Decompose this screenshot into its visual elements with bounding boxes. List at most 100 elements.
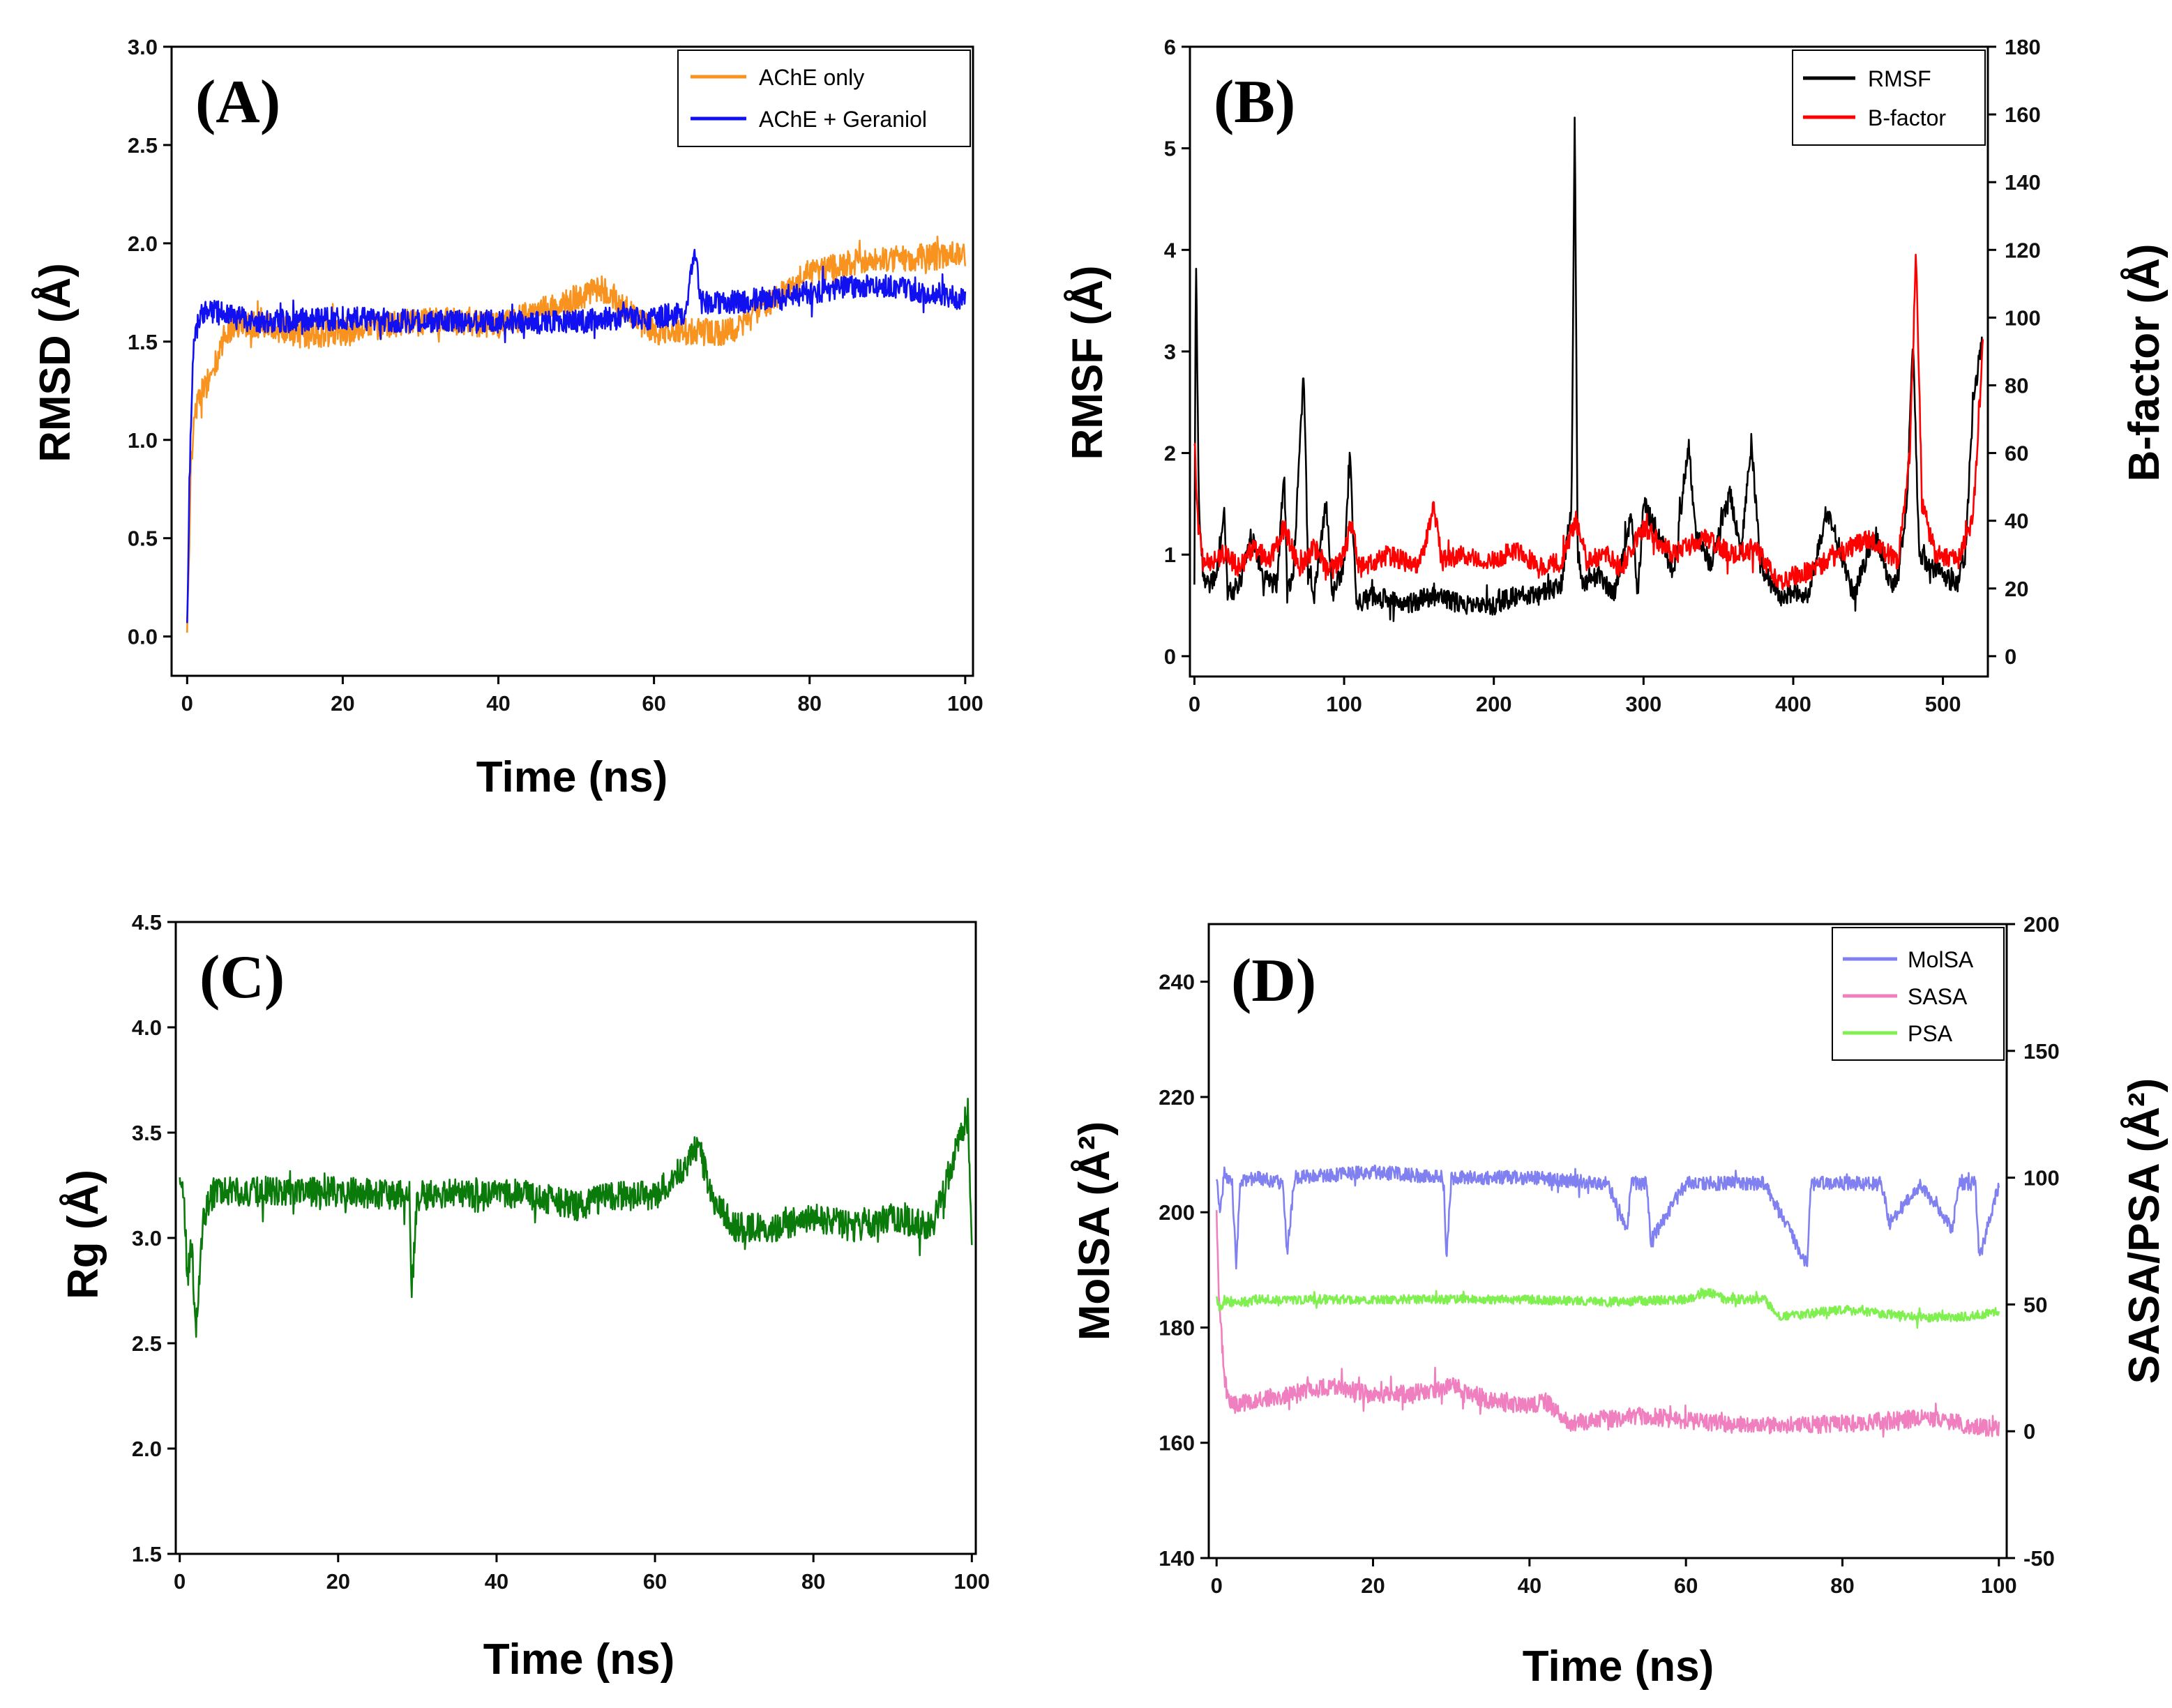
- panel-b-legend-box: [1792, 50, 1986, 146]
- panel-d-x-tick-label: 100: [1981, 1573, 2017, 1598]
- panel-c-y-tick-label: 4.0: [132, 1015, 162, 1040]
- panel-b-x-tick-label: 0: [1189, 692, 1200, 716]
- panel-a-y-tick-label: 0.5: [128, 527, 158, 551]
- panel-a-y-tick-label: 0.0: [128, 625, 158, 649]
- panel-d-y-tick-label: 180: [1159, 1315, 1195, 1340]
- panel-b-y2-tick-label: 0: [2005, 644, 2016, 669]
- panel-b-y-tick-label: 5: [1164, 137, 1176, 161]
- panel-b-y2-axis-label: B-factor (Å): [2120, 244, 2169, 482]
- panel-a-y-tick-label: 3.0: [128, 35, 158, 59]
- panel-d-y2-tick-label: 100: [2023, 1166, 2060, 1191]
- panel-b-y-tick-label: 4: [1164, 238, 1177, 262]
- panel-d-legend: MolSA SASA PSA: [1832, 927, 2005, 1061]
- panel-a-x-tick-label: 40: [486, 691, 510, 716]
- panel-d-series-sasa: [1215, 1210, 2000, 1438]
- panel-a-y-tick-label: 1.0: [128, 428, 158, 453]
- legend-label-ache-only: AChE only: [759, 65, 864, 90]
- panel-c-y-tick-label: 3.0: [132, 1226, 162, 1250]
- panel-b-y-tick-label: 1: [1164, 543, 1176, 567]
- panel-a-legend: AChE only AChE + Geraniol: [677, 50, 971, 147]
- legend-label-ache-geraniol: AChE + Geraniol: [759, 107, 927, 132]
- panel-b-y2-tick-label: 180: [2005, 35, 2041, 59]
- panel-d-y2-tick-label: 150: [2023, 1039, 2060, 1064]
- panel-d-y-axis-label: MolSA (Å²): [1071, 1121, 1119, 1341]
- panel-b-y-tick-label: 3: [1164, 340, 1176, 364]
- panel-c-y-tick-label: 1.5: [132, 1542, 162, 1566]
- panel-a-frame: [170, 45, 974, 677]
- panel-d-y2-tick-label: 50: [2023, 1292, 2047, 1317]
- legend-label-rmsf: RMSF: [1868, 66, 1931, 91]
- panel-d-x-tick-label: 40: [1518, 1573, 1541, 1598]
- panel-a-x-tick-label: 100: [947, 691, 983, 716]
- panel-d-y-tick-label: 240: [1159, 970, 1195, 995]
- panel-a-label: (A): [195, 68, 280, 136]
- panel-b-y2-tick-label: 100: [2005, 305, 2041, 330]
- panel-c-y-tick-label: 2.0: [132, 1437, 162, 1461]
- legend-label-bfactor: B-factor: [1868, 105, 1946, 130]
- panel-a-x-axis-label: Time (ns): [476, 753, 668, 801]
- panel-a-legend-box: [677, 50, 971, 147]
- panel-d-y-tick-label: 220: [1159, 1085, 1195, 1110]
- panel-b-y2-tick-label: 40: [2005, 509, 2028, 534]
- legend-label-sasa: SASA: [1908, 984, 1968, 1009]
- panel-d-series-molsa: [1215, 1164, 2000, 1270]
- panel-c-x-axis-label: Time (ns): [483, 1635, 674, 1684]
- panel-b-frame: [1189, 45, 1989, 678]
- panel-b-y2-tick-label: 120: [2005, 238, 2041, 262]
- panel-b-y2-tick-label: 160: [2005, 103, 2041, 127]
- panel-b-x-tick-label: 400: [1775, 692, 1811, 716]
- panel-d-x-tick-label: 80: [1830, 1573, 1854, 1598]
- panel-a-y-tick-label: 2.0: [128, 232, 158, 256]
- panel-b-x-tick-label: 100: [1326, 692, 1362, 716]
- panel-b-x-tick-label: 200: [1476, 692, 1512, 716]
- panel-c-series-rg: [179, 1098, 973, 1338]
- panel-d-x-tick-label: 0: [1211, 1573, 1223, 1598]
- panel-b-x-tick-label: 500: [1925, 692, 1961, 716]
- panel-c-label: (C): [199, 944, 285, 1011]
- panel-d-x-axis-label: Time (ns): [1523, 1642, 1714, 1691]
- panel-a-y-axis-label: RMSD (Å): [31, 263, 80, 462]
- panel-c-x-tick-label: 40: [485, 1569, 508, 1594]
- panel-a-series-ache-geraniol: [186, 248, 967, 624]
- panel-d: 0 20 40 60 80 100 140 160 180 200 220 240 -50 0 50 100 1…: [1071, 912, 2169, 1691]
- panel-d-x-tick-label: 60: [1674, 1573, 1698, 1598]
- panel-b-y2-tick-label: 80: [2005, 373, 2028, 398]
- panel-c-y-tick-label: 4.5: [132, 910, 162, 935]
- panel-b-y2-tick-label: 20: [2005, 577, 2028, 601]
- panel-b-y2-tick-label: 60: [2005, 441, 2028, 466]
- panel-b-series-rmsf: [1193, 116, 1983, 622]
- panel-a-x-tick-label: 80: [797, 691, 821, 716]
- panel-d-y-tick-label: 200: [1159, 1200, 1195, 1225]
- panel-c-y-axis-label: Rg (Å): [59, 1170, 107, 1299]
- panel-d-x-tick-label: 20: [1361, 1573, 1385, 1598]
- panel-a-series-ache-only: [186, 235, 967, 633]
- panel-d-y-tick-label: 160: [1159, 1431, 1195, 1456]
- panel-c-x-tick-label: 100: [953, 1569, 990, 1594]
- panel-d-y-tick-label: 140: [1159, 1546, 1195, 1571]
- panel-d-y2-tick-label: 0: [2023, 1419, 2035, 1444]
- panel-a-y-tick-label: 1.5: [128, 330, 158, 354]
- legend-label-molsa: MolSA: [1908, 947, 1974, 972]
- panel-c-x-tick-label: 20: [326, 1569, 350, 1594]
- panel-c: 0 20 40 60 80 100 1.5 2.0 2.5 3.0 3.5 4.0 4.5 (C) Ti…: [59, 910, 990, 1684]
- panel-a-x-tick-label: 60: [642, 691, 665, 716]
- panel-d-y2-axis-label: SASA/PSA (Å²): [2120, 1078, 2169, 1384]
- panel-b-legend: RMSF B-factor: [1792, 50, 1986, 146]
- panel-b-x-tick-label: 300: [1625, 692, 1661, 716]
- panel-b-y2-tick-label: 140: [2005, 170, 2041, 195]
- panel-d-frame: [1207, 923, 2008, 1559]
- panel-c-y-tick-label: 2.5: [132, 1331, 162, 1356]
- panel-b-y-tick-label: 2: [1164, 441, 1176, 466]
- panel-b-y-tick-label: 0: [1164, 644, 1176, 669]
- panel-c-x-tick-label: 0: [174, 1569, 186, 1594]
- legend-label-psa: PSA: [1908, 1021, 1953, 1046]
- panel-d-series-psa: [1215, 1287, 2000, 1329]
- panel-d-legend-box: [1832, 927, 2005, 1061]
- panel-c-x-tick-label: 80: [801, 1569, 825, 1594]
- panel-b-y-tick-label: 6: [1164, 35, 1176, 59]
- panel-c-y-tick-label: 3.5: [132, 1121, 162, 1145]
- panel-a-y-tick-label: 2.5: [128, 133, 158, 158]
- panel-d-y2-tick-label: -50: [2023, 1546, 2055, 1571]
